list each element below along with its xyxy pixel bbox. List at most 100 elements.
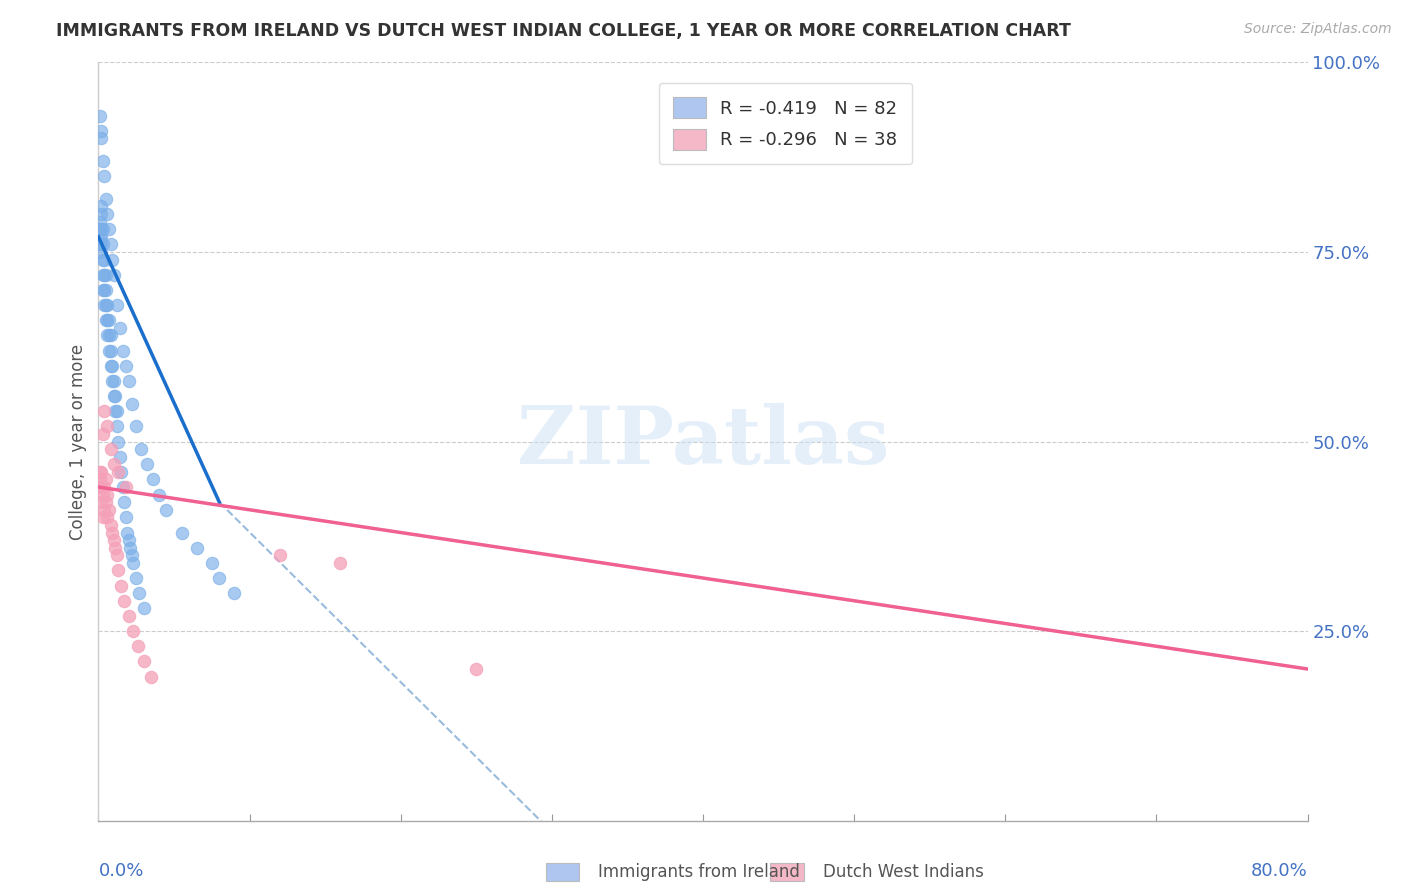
Legend: R = -0.419   N = 82, R = -0.296   N = 38: R = -0.419 N = 82, R = -0.296 N = 38 — [659, 83, 911, 164]
Point — [96, 419, 118, 434]
Point — [89, 473, 111, 487]
Point — [91, 510, 114, 524]
Point — [89, 229, 111, 244]
Text: Immigrants from Ireland: Immigrants from Ireland — [598, 863, 800, 881]
Point — [118, 533, 141, 548]
Point — [465, 662, 488, 676]
Point — [111, 343, 134, 358]
Point — [132, 601, 155, 615]
Point — [89, 465, 111, 479]
Point — [155, 503, 177, 517]
Point — [103, 533, 125, 548]
Point — [121, 396, 143, 410]
Point — [93, 252, 115, 267]
Point — [112, 495, 135, 509]
Point — [89, 237, 111, 252]
Point — [122, 624, 145, 639]
Text: ZIPatlas: ZIPatlas — [517, 402, 889, 481]
Text: Source: ZipAtlas.com: Source: ZipAtlas.com — [1244, 22, 1392, 37]
Point — [91, 222, 114, 236]
Point — [90, 207, 112, 221]
Point — [329, 556, 352, 570]
Point — [170, 525, 193, 540]
Point — [90, 495, 112, 509]
Point — [96, 298, 118, 312]
Point — [118, 608, 141, 623]
Point — [127, 639, 149, 653]
Point — [98, 222, 121, 236]
Point — [91, 153, 114, 168]
Point — [104, 389, 127, 403]
Point — [110, 465, 132, 479]
Point — [101, 374, 124, 388]
Point — [110, 579, 132, 593]
Point — [90, 465, 112, 479]
Point — [98, 343, 121, 358]
Point — [141, 669, 163, 683]
Point — [108, 450, 131, 464]
Point — [94, 283, 117, 297]
Point — [90, 229, 112, 244]
Point — [100, 343, 122, 358]
Point — [148, 487, 170, 501]
Point — [90, 199, 112, 213]
Point — [96, 487, 118, 501]
Point — [103, 458, 125, 472]
Point — [98, 328, 121, 343]
Point — [135, 458, 157, 472]
Point — [96, 207, 118, 221]
Point — [104, 404, 127, 418]
Point — [100, 328, 122, 343]
Point — [121, 548, 143, 563]
Point — [104, 541, 127, 555]
Point — [103, 268, 125, 282]
Point — [93, 404, 115, 418]
Text: Dutch West Indians: Dutch West Indians — [823, 863, 983, 881]
Point — [91, 237, 114, 252]
Point — [90, 123, 112, 137]
Point — [114, 359, 136, 373]
Point — [120, 541, 142, 555]
Point — [90, 480, 112, 494]
Point — [91, 427, 114, 442]
Point — [90, 237, 112, 252]
Point — [107, 434, 129, 449]
Text: IMMIGRANTS FROM IRELAND VS DUTCH WEST INDIAN COLLEGE, 1 YEAR OR MORE CORRELATION: IMMIGRANTS FROM IRELAND VS DUTCH WEST IN… — [56, 22, 1071, 40]
Point — [100, 237, 122, 252]
Point — [90, 222, 112, 236]
Point — [94, 192, 117, 206]
Point — [186, 541, 208, 555]
Point — [103, 374, 125, 388]
Point — [89, 108, 111, 122]
Point — [128, 586, 150, 600]
Text: 0.0%: 0.0% — [98, 863, 143, 880]
Point — [89, 214, 111, 228]
Text: 80.0%: 80.0% — [1251, 863, 1308, 880]
Point — [89, 480, 111, 494]
Point — [107, 465, 129, 479]
Point — [142, 473, 165, 487]
Point — [101, 252, 124, 267]
Point — [107, 564, 129, 578]
Point — [101, 525, 124, 540]
Point — [125, 571, 148, 585]
Point — [224, 586, 246, 600]
Point — [94, 473, 117, 487]
Point — [208, 571, 231, 585]
Point — [98, 503, 121, 517]
Point — [111, 480, 134, 494]
Y-axis label: College, 1 year or more: College, 1 year or more — [69, 343, 87, 540]
Point — [96, 328, 118, 343]
Point — [90, 244, 112, 259]
Point — [100, 359, 122, 373]
Point — [122, 556, 145, 570]
Point — [114, 510, 136, 524]
Point — [269, 548, 291, 563]
Point — [93, 169, 115, 184]
Point — [201, 556, 224, 570]
Point — [98, 313, 121, 327]
Point — [93, 298, 115, 312]
Point — [91, 487, 114, 501]
Point — [105, 298, 128, 312]
Point — [91, 252, 114, 267]
